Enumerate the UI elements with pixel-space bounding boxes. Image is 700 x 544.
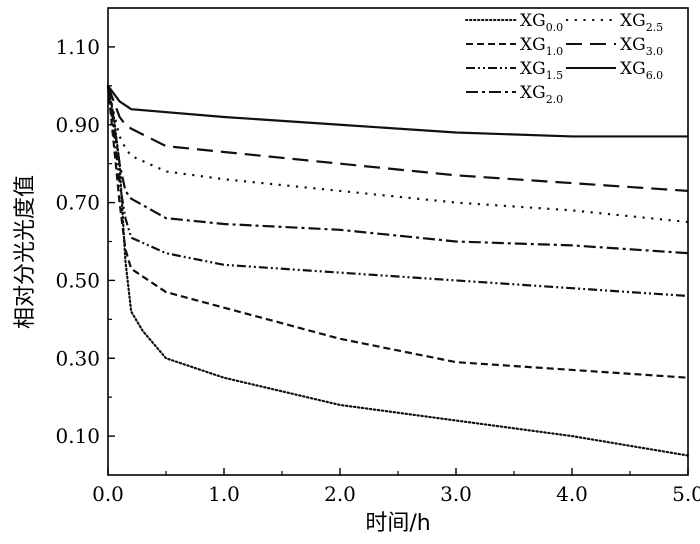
series-line-xg-0.0 (106, 84, 690, 457)
x-tick-label: 5.0 (672, 482, 700, 506)
axes-layer: 0.0 1.0 2.0 3.0 4.0 5.0 0.10 0.30 0.50 0.70 0.90 1.… (55, 7, 700, 506)
x-axis-title: 时间/h (365, 511, 430, 536)
legend-label-xg-0.0: XG0.0 (520, 11, 563, 34)
series-layer (106, 84, 690, 457)
legend-label-xg-1.0: XG1.0 (520, 35, 563, 58)
legend-label-xg-6.0: XG6.0 (620, 59, 663, 82)
x-tick-label: 4.0 (556, 482, 588, 506)
series-line-xg-6.0 (107, 85, 688, 138)
x-tick-label: 2.0 (324, 482, 356, 506)
y-tick-label: 0.30 (55, 346, 100, 370)
x-tick-label: 0.0 (92, 482, 124, 506)
series-line-xg-3.0 (106, 85, 689, 193)
legend: XG0.0 XG2.5 XG1.0 XG3.0 XG1.5 XG6.0 XG2.0 (465, 11, 663, 106)
y-tick-label: 0.10 (55, 424, 100, 448)
y-tick-label: 1.10 (55, 35, 100, 59)
legend-label-xg-2.5: XG2.5 (620, 11, 663, 34)
plot-frame (107, 7, 689, 476)
y-axis-title: 相对分光光度值 (13, 175, 38, 329)
series-line-xg-2.0 (106, 85, 689, 255)
series-line-xg-1.0 (106, 85, 689, 379)
series-line-xg-1.5 (106, 85, 689, 298)
y-tick-label: 0.90 (55, 113, 100, 137)
legend-label-xg-2.0: XG2.0 (520, 83, 563, 106)
x-tick-label: 3.0 (440, 482, 472, 506)
x-tick-label: 1.0 (208, 482, 240, 506)
series-line-xg-2.5 (106, 85, 689, 224)
y-tick-label: 0.50 (55, 268, 100, 292)
legend-label-xg-3.0: XG3.0 (620, 35, 663, 58)
legend-label-xg-1.5: XG1.5 (520, 59, 563, 82)
y-tick-label: 0.70 (55, 191, 100, 215)
